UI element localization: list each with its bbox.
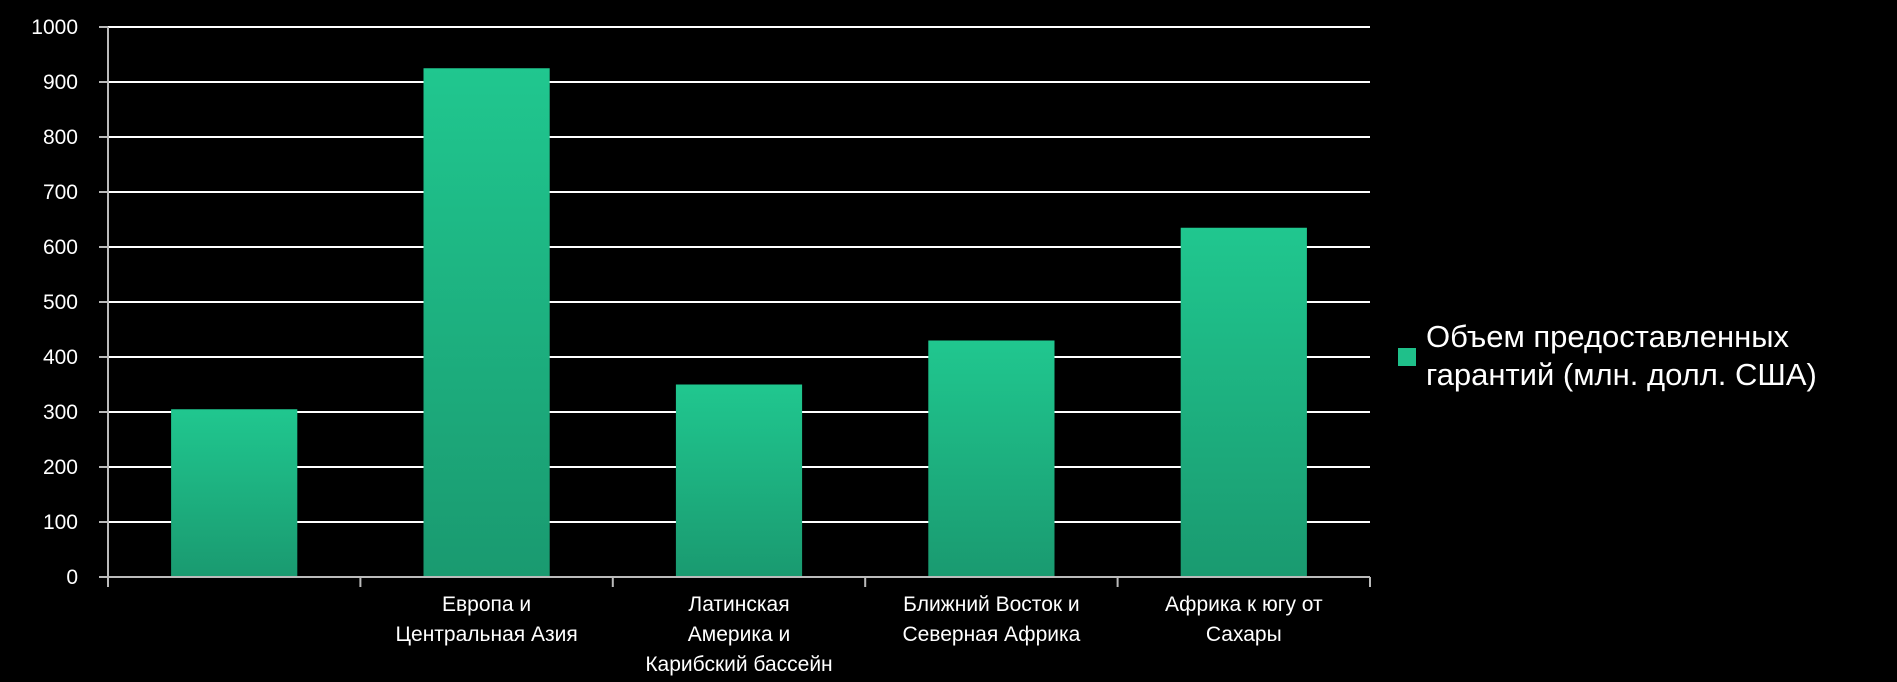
bar — [423, 68, 550, 577]
bar — [675, 384, 803, 577]
x-category-label: Европа и Центральная Азия — [395, 593, 577, 646]
y-tick-label: 1000 — [31, 16, 78, 39]
y-axis: 0 100 200 300 400 500 600 700 800 900 1000 — [31, 16, 109, 589]
bar — [1180, 227, 1307, 577]
x-category-label: Африка к югу от Сахары — [1165, 593, 1323, 646]
x-category-label: Латинская Америка и Карибский бассейн — [645, 593, 832, 676]
bar — [171, 409, 298, 577]
x-category-label: Ближний Восток и Северная Африка — [902, 593, 1080, 646]
y-tick-label: 500 — [43, 291, 78, 314]
bars — [171, 68, 1307, 577]
y-tick-label: 800 — [43, 126, 78, 149]
legend-swatch — [1398, 348, 1416, 366]
legend: Объем предоставленных гарантий (млн. дол… — [1398, 318, 1817, 394]
y-tick-label: 100 — [43, 511, 78, 534]
y-tick-label: 300 — [43, 401, 78, 424]
y-tick-label: 900 — [43, 71, 78, 94]
legend-label: Объем предоставленных гарантий (млн. дол… — [1426, 319, 1817, 392]
gridlines — [108, 26, 1370, 523]
x-axis: Европа и Центральная Азия Латинская Америка… — [107, 576, 1371, 676]
bar — [928, 340, 1055, 577]
y-tick-label: 0 — [66, 566, 78, 589]
y-tick-label: 600 — [43, 236, 78, 259]
y-tick-label: 200 — [43, 456, 78, 479]
y-tick-label: 700 — [43, 181, 78, 204]
y-tick-label: 400 — [43, 346, 78, 369]
